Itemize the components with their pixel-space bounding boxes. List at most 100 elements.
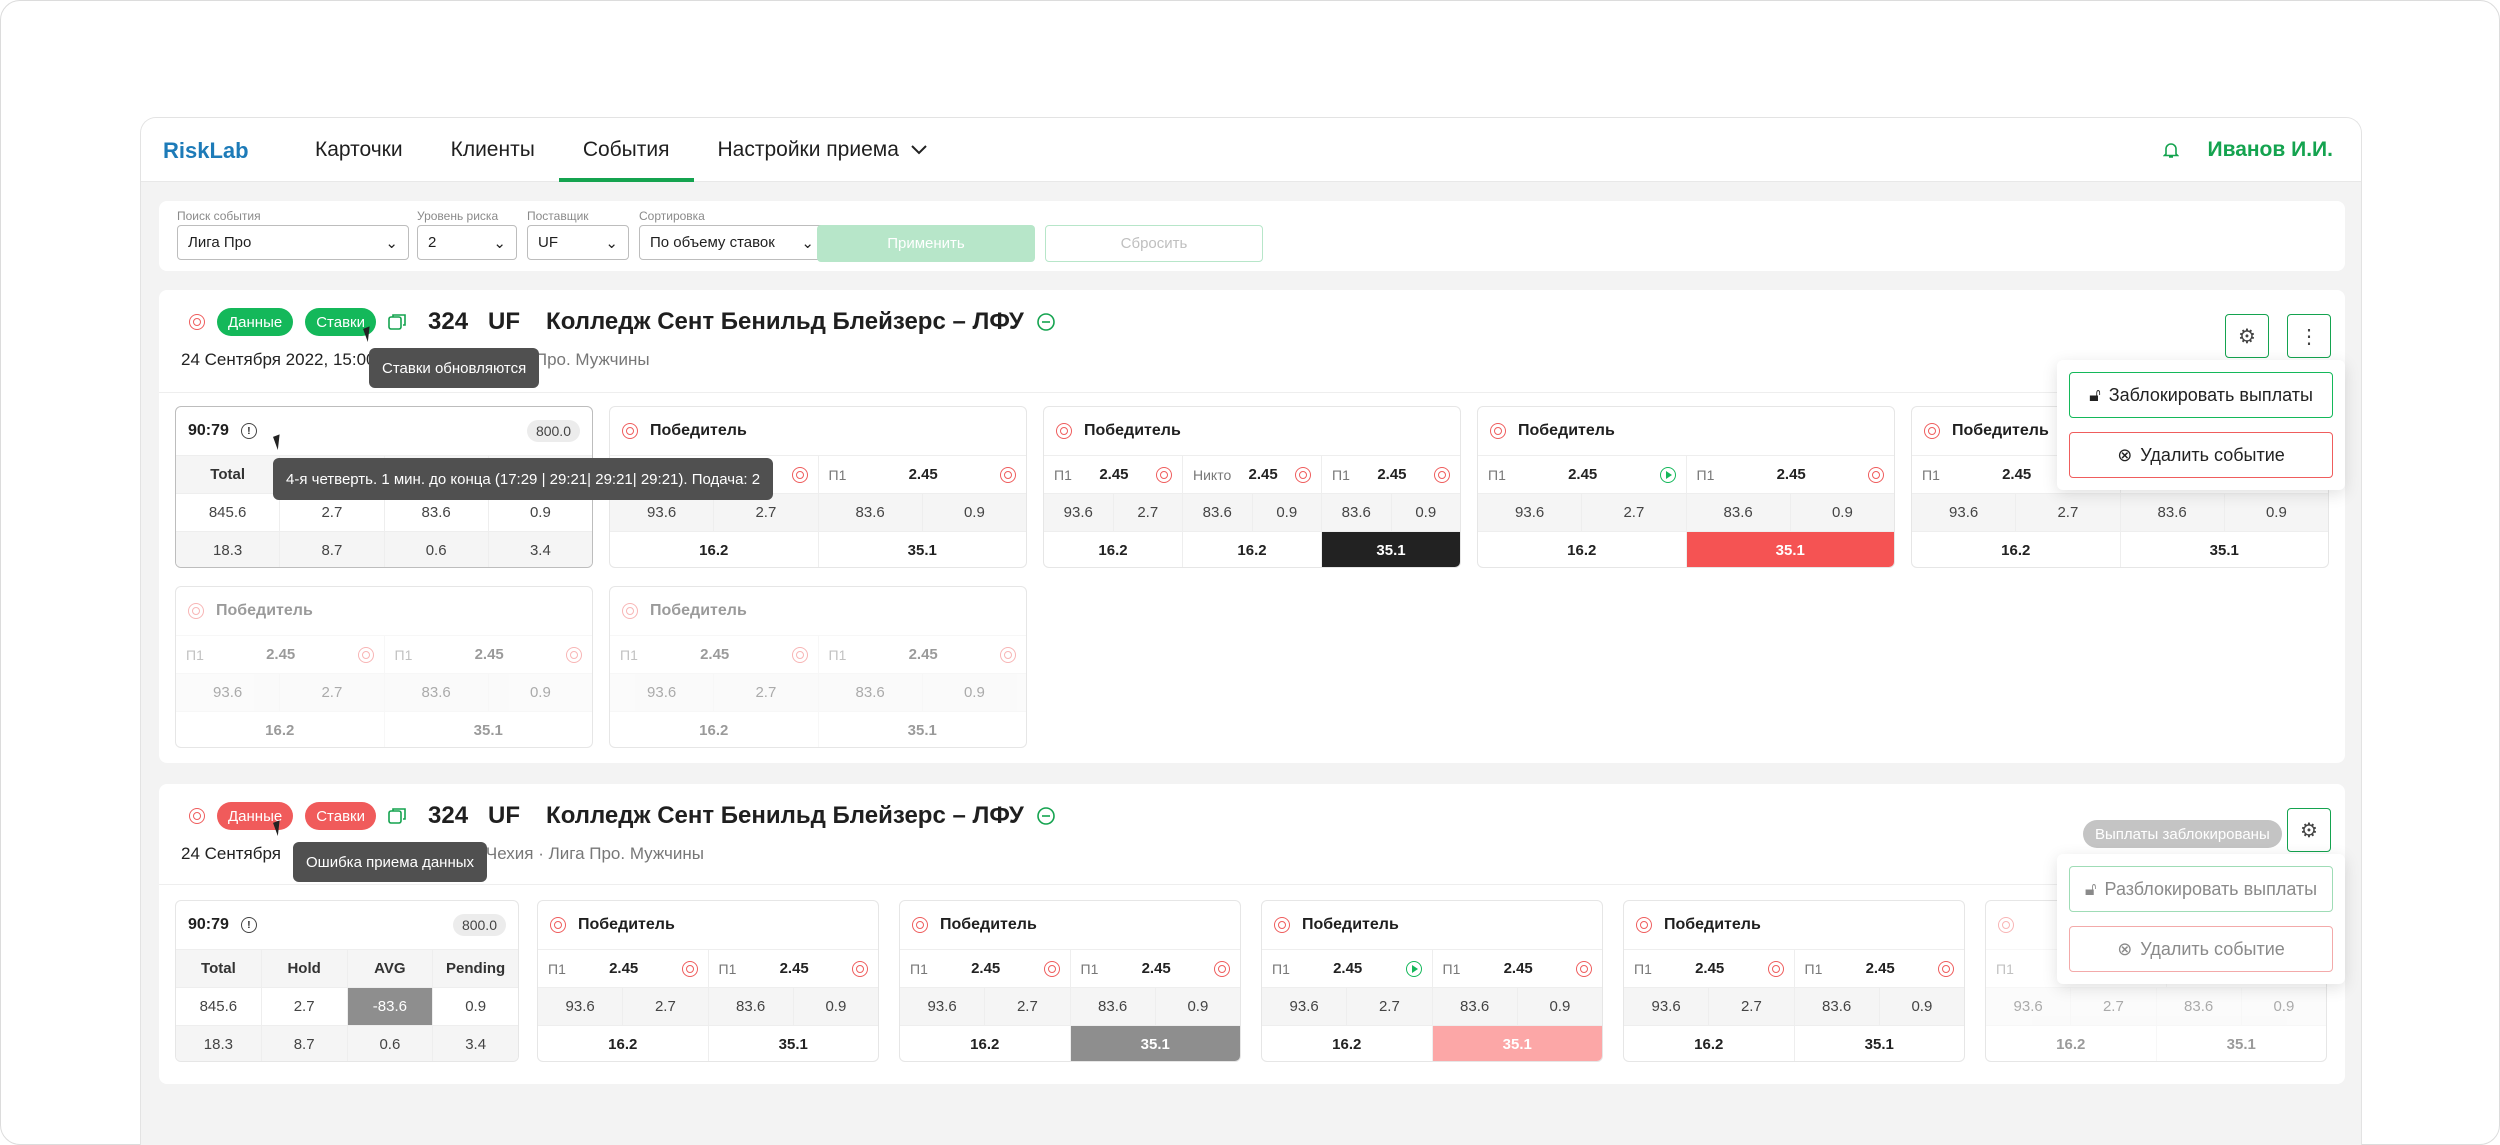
data-pill[interactable]: Данные (217, 308, 294, 336)
nav-settings[interactable]: Настройки приема (694, 118, 951, 182)
block-payouts-button[interactable]: 🔓︎ Заблокировать выплаты (2069, 372, 2333, 418)
col-pending: Pending (433, 950, 518, 987)
event-title[interactable]: Колледж Сент Бенильд Блейзерс – ЛФУ (546, 308, 1024, 335)
cell: 83.6 (1183, 494, 1253, 531)
status-icon[interactable] (1576, 960, 1592, 977)
nav-settings-label: Настройки приема (717, 138, 899, 161)
logo[interactable]: RiskLab (163, 138, 249, 163)
outcome-odd[interactable]: 2.45 (1333, 960, 1363, 977)
status-icon[interactable] (566, 646, 582, 663)
status-icon (1998, 917, 2014, 933)
outcome-odd[interactable]: 2.45 (1695, 960, 1725, 977)
outcome-odd[interactable]: 2.45 (1776, 466, 1806, 483)
event-title[interactable]: Колледж Сент Бенильд Блейзерс – ЛФУ (546, 802, 1024, 829)
outcome-name: П1 (1272, 960, 1290, 977)
gear-icon[interactable]: ⚙ (2287, 808, 2331, 852)
cell: 0.9 (1879, 988, 1964, 1025)
outcome-name: П1 (910, 960, 928, 977)
nav-cards[interactable]: Карточки (315, 138, 403, 161)
event-date: 24 Сентября 2022, 15:00 (181, 350, 376, 369)
sort-select[interactable]: По объему ставок ⌄ (639, 225, 825, 260)
reset-button[interactable]: Сбросить (1045, 225, 1263, 262)
outcome-odd[interactable]: 2.45 (474, 646, 504, 663)
unblock-payouts-button[interactable]: 🔓︎ Разблокировать выплаты (2069, 866, 2333, 912)
risk-select[interactable]: 2 ⌄ (417, 225, 517, 260)
gear-icon[interactable]: ⚙ (2225, 314, 2269, 358)
status-icon[interactable] (791, 646, 808, 663)
status-icon[interactable] (1156, 466, 1172, 483)
nav-clients[interactable]: Клиенты (450, 138, 535, 161)
status-icon[interactable] (1767, 960, 1784, 977)
copy-icon[interactable] (388, 807, 408, 825)
play-icon[interactable] (1405, 960, 1422, 977)
total-cell: 16.2 (900, 1026, 1071, 1061)
user-name[interactable]: Иванов И.И. (2207, 138, 2333, 161)
search-select[interactable]: Лига Про ⌄ (177, 225, 409, 260)
total-cell: 16.2 (1986, 1026, 2157, 1061)
bets-pill[interactable]: Ставки (305, 308, 376, 336)
market-title: Победитель (650, 422, 747, 439)
outcome-odd[interactable]: 2.45 (908, 466, 938, 483)
bell-icon[interactable] (2163, 141, 2180, 159)
status-icon (912, 917, 928, 933)
outcome-odd[interactable]: 2.45 (1377, 466, 1407, 483)
outcome-odd[interactable]: 2.45 (1865, 960, 1895, 977)
chat-icon[interactable] (1036, 312, 1056, 332)
status-icon[interactable] (1000, 466, 1016, 483)
chevron-down-icon: ⌄ (605, 234, 618, 252)
status-icon[interactable] (791, 466, 808, 483)
outcome-odd[interactable]: 2.45 (609, 960, 639, 977)
filter-sort-label: Сортировка (639, 209, 705, 223)
chevron-down-icon (911, 145, 927, 155)
outcome-odd[interactable]: 2.45 (971, 960, 1001, 977)
provider-select[interactable]: UF ⌄ (527, 225, 629, 260)
filter-risk: Уровень риска 2 ⌄ (417, 209, 517, 260)
status-icon[interactable] (1434, 466, 1450, 483)
status-icon[interactable] (1043, 960, 1060, 977)
clock-icon[interactable]: ! (240, 917, 257, 933)
outcome-name: П1 (186, 646, 204, 663)
status-icon[interactable] (681, 960, 698, 977)
status-icon[interactable] (1000, 646, 1016, 663)
cell: 0.9 (2241, 988, 2326, 1025)
outcome-odd[interactable]: 2.45 (1248, 466, 1278, 483)
outcome-odd[interactable]: 2.45 (779, 960, 809, 977)
outcome-odd[interactable]: 2.45 (1099, 466, 1129, 483)
outcome-odd[interactable]: 2.45 (1503, 960, 1533, 977)
status-icon[interactable] (1868, 466, 1884, 483)
market-title: Победитель (1952, 422, 2049, 439)
play-icon[interactable] (1659, 466, 1676, 483)
outcome-odd[interactable]: 2.45 (1568, 466, 1598, 483)
chat-icon[interactable] (1036, 806, 1056, 826)
outcome-odd[interactable]: 2.45 (2002, 466, 2032, 483)
more-vertical-icon[interactable]: ⋮ (2287, 314, 2331, 358)
market-card[interactable]: Победитель П1 2.45 Никто 2.45 П1 2.45 93.6 2.7… (1043, 406, 1461, 568)
outcome-odd[interactable]: 2.45 (700, 646, 730, 663)
status-icon[interactable] (1214, 960, 1230, 977)
outcome-odd[interactable]: 2.45 (266, 646, 296, 663)
delete-event-button[interactable]: ⊗ Удалить событие (2069, 926, 2333, 972)
data-pill[interactable]: Данные (217, 802, 294, 830)
status-icon[interactable] (357, 646, 374, 663)
nav-events[interactable]: События (558, 118, 694, 182)
copy-icon[interactable] (388, 313, 408, 331)
bets-pill[interactable]: Ставки (305, 802, 376, 830)
status-icon[interactable] (852, 960, 868, 977)
outcome-odd[interactable]: 2.45 (1141, 960, 1171, 977)
apply-button[interactable]: Применить (817, 225, 1035, 262)
total-cell: 16.2 (610, 532, 819, 567)
clock-icon[interactable]: ! (240, 423, 257, 439)
status-icon (189, 808, 205, 824)
status-icon[interactable] (1295, 466, 1311, 483)
delete-event-button[interactable]: ⊗ Удалить событие (2069, 432, 2333, 478)
outcome-odd[interactable]: 2.45 (908, 646, 938, 663)
status-icon[interactable] (1938, 960, 1954, 977)
